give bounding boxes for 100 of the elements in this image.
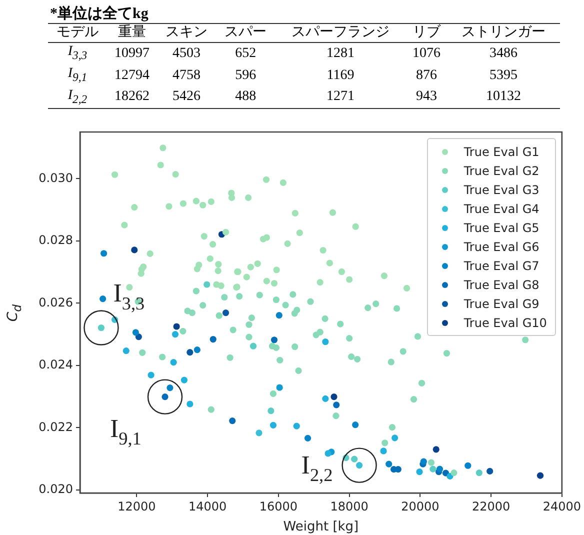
point <box>322 395 329 402</box>
point <box>180 328 186 334</box>
point <box>420 458 427 465</box>
point <box>428 459 435 466</box>
y-tick-label: 0.020 <box>38 482 73 496</box>
point <box>208 198 214 206</box>
point <box>172 330 179 338</box>
point <box>295 367 302 374</box>
point <box>290 291 296 298</box>
y-tick-label: 0.024 <box>38 358 73 372</box>
y-tick-label: 0.026 <box>38 295 73 310</box>
point <box>263 278 270 284</box>
point <box>410 396 418 403</box>
point <box>276 312 282 319</box>
point <box>270 390 277 398</box>
point <box>304 434 312 442</box>
point <box>442 470 450 476</box>
point <box>131 246 138 254</box>
legend-label: True Eval G4 <box>462 200 540 218</box>
y-tick-label: 0.030 <box>38 170 73 185</box>
point <box>270 280 278 287</box>
point <box>414 333 422 340</box>
text: I$_{3,3}$ 10997 4503 652 1281 1076 3486 <box>68 44 518 62</box>
point <box>208 406 214 413</box>
point <box>316 328 324 336</box>
point <box>126 284 133 291</box>
point <box>536 472 544 479</box>
point <box>464 462 472 469</box>
point <box>268 408 274 414</box>
point <box>139 349 146 356</box>
point <box>222 310 230 316</box>
point <box>320 246 326 254</box>
point <box>296 230 303 236</box>
point <box>273 266 280 274</box>
point <box>222 228 230 236</box>
point <box>354 356 361 362</box>
point <box>262 176 270 183</box>
text: I$_{2,2}$ 18262 5426 488 1271 943 10132 <box>68 88 521 106</box>
point <box>282 302 289 308</box>
point <box>230 326 236 334</box>
point <box>192 198 200 204</box>
legend-label: True Eval G10 <box>462 314 547 332</box>
point <box>138 270 144 277</box>
point <box>292 343 298 350</box>
point <box>382 440 388 446</box>
point <box>270 422 277 428</box>
point <box>272 296 280 304</box>
point <box>276 384 283 391</box>
point <box>443 350 450 357</box>
point <box>430 466 436 472</box>
point <box>393 305 400 312</box>
point <box>245 194 252 201</box>
point <box>364 304 372 312</box>
point <box>322 338 329 346</box>
legend-label: True Eval G6 <box>462 238 540 256</box>
point <box>246 334 252 340</box>
point <box>215 260 222 268</box>
point <box>200 202 206 208</box>
point <box>218 282 224 290</box>
point <box>330 394 338 400</box>
point <box>221 294 228 301</box>
point <box>166 203 172 210</box>
point <box>122 347 130 354</box>
text: *単位は全てkg <box>50 4 150 23</box>
point <box>332 412 340 420</box>
point <box>386 460 392 468</box>
x-tick-label: 16000 <box>259 499 298 514</box>
point <box>214 268 222 274</box>
point <box>204 281 210 288</box>
point <box>206 255 214 262</box>
point <box>280 179 286 186</box>
legend-label: True Eval G1 <box>462 144 540 160</box>
point <box>146 250 154 257</box>
point <box>160 144 166 152</box>
point <box>392 434 398 442</box>
point <box>111 171 118 178</box>
point <box>324 450 332 457</box>
point <box>348 353 355 360</box>
point <box>200 302 206 309</box>
x-tick-label: 22000 <box>472 499 510 514</box>
point <box>180 376 188 384</box>
point <box>450 469 458 476</box>
point <box>256 430 262 436</box>
point <box>100 250 108 257</box>
point <box>388 424 396 431</box>
legend-label: True Eval G8 <box>462 276 540 294</box>
point <box>180 200 187 207</box>
point <box>388 358 394 366</box>
y-tick-label: 0.028 <box>38 233 73 248</box>
point <box>352 422 359 428</box>
point <box>263 234 270 241</box>
x-tick-label: 14000 <box>188 499 227 514</box>
point <box>243 274 250 280</box>
point <box>346 335 353 342</box>
point <box>486 468 494 475</box>
legend-label: True Eval G3 <box>462 182 540 198</box>
legend-label: True Eval G7 <box>462 258 540 274</box>
point <box>186 400 194 408</box>
point <box>276 356 284 364</box>
point <box>476 469 482 476</box>
